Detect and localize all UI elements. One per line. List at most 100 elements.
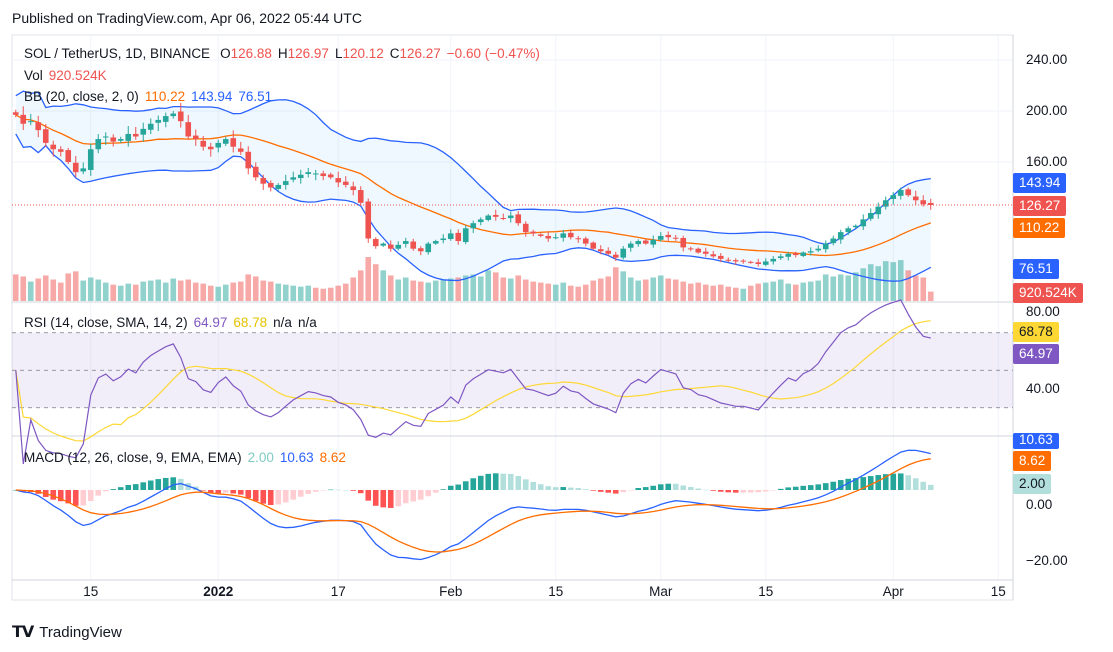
candle-body [282, 181, 289, 185]
macd-histogram-bar [567, 487, 574, 490]
macd-histogram-bar [290, 490, 297, 500]
macd-histogram-bar [912, 478, 919, 490]
macd-histogram-bar [387, 490, 394, 508]
volume-bar [537, 282, 544, 301]
volume-bar [912, 275, 919, 301]
candle-body [230, 138, 237, 147]
time-axis-label: 2022 [203, 584, 233, 599]
bb-upper-value: 143.94 [191, 89, 233, 104]
macd-histogram-bar [845, 478, 852, 490]
volume-bar [432, 280, 439, 301]
volume-bar [875, 266, 882, 301]
macd-histogram-bar [867, 476, 874, 490]
candle-body [755, 262, 762, 264]
candle-body [702, 251, 709, 254]
volume-bar [447, 278, 454, 301]
macd-histogram-bar [372, 490, 379, 506]
candle-body [267, 182, 274, 188]
macd-histogram-bar [560, 487, 567, 490]
volume-bar [365, 257, 372, 301]
time-axis-label: 15 [991, 584, 1006, 599]
macd-histogram-bar [545, 486, 552, 490]
rsi-na-1: n/a [273, 315, 292, 330]
volume-bar [582, 284, 589, 301]
volume-bar [357, 270, 364, 301]
candle-body [177, 111, 184, 122]
volume-bar [852, 272, 859, 301]
volume-bar [665, 278, 672, 301]
candle-body [620, 248, 627, 258]
vol-value: 920.524K [48, 68, 107, 83]
macd-histogram-bar [522, 479, 529, 490]
tradingview-brand[interactable]: 𝗧𝗩 TradingView [12, 622, 122, 642]
volume-bar [327, 287, 334, 301]
high-value: 126.97 [287, 46, 329, 61]
volume-bar [282, 284, 289, 301]
macd-histogram-bar [755, 490, 762, 493]
rsi-na-2: n/a [297, 315, 317, 330]
candle-body [327, 174, 334, 178]
candle-body [522, 223, 529, 233]
macd-histogram-bar [605, 490, 612, 493]
candle-body [867, 213, 874, 219]
macd-histogram-bar [590, 490, 597, 491]
volume-bar [387, 275, 394, 301]
candle-body [605, 250, 612, 254]
volume-bar [552, 284, 559, 301]
macd-histogram-bar [200, 490, 207, 491]
candle-body [575, 238, 582, 240]
volume-bar [530, 281, 537, 301]
rsi-ma-line [15, 320, 931, 442]
volume-bar [162, 282, 169, 301]
macd-histogram-bar [785, 487, 792, 490]
volume-bar [395, 279, 402, 301]
candle-body [897, 190, 904, 196]
macd-histogram-bar [155, 479, 162, 490]
volume-bar [65, 273, 72, 301]
candle-body [500, 218, 507, 220]
macd-histogram-bar [297, 490, 304, 497]
candle-body [882, 200, 889, 207]
macd-histogram-bar [162, 477, 169, 490]
rsi-legend: RSI (14, close, SMA, 14, 2) 64.97 68.78 n/a… [24, 315, 323, 330]
macd-histogram-bar [440, 489, 447, 490]
time-axis-label: Apr [883, 584, 905, 599]
candle-body [492, 214, 499, 217]
candle-body [477, 219, 484, 223]
candle-body [65, 150, 72, 162]
volume-bar [822, 274, 829, 301]
volume-bar [117, 285, 124, 301]
macd-histogram-bar [230, 490, 237, 494]
candle-body [440, 238, 447, 241]
candle-body [72, 162, 79, 173]
bb-basis-value: 110.22 [144, 89, 186, 104]
volume-bar [140, 281, 147, 301]
volume-bar [597, 278, 604, 301]
candle-body [890, 195, 897, 199]
macd-histogram-bar [747, 490, 754, 493]
candle-body [582, 238, 589, 244]
candle-body [807, 251, 814, 253]
signal-badge: 8.62 [1013, 451, 1052, 471]
high-label: H [277, 46, 288, 61]
macd-histogram-bar [830, 481, 837, 490]
macd-histogram-bar [305, 490, 312, 494]
macd-histogram-bar [395, 490, 402, 507]
macd-histogram-bar [507, 473, 514, 490]
macd-histogram-bar [50, 490, 57, 500]
bb-lower-value: 76.51 [238, 89, 273, 104]
volume-bar [297, 286, 304, 301]
candle-body [50, 144, 57, 150]
volume-bar [402, 277, 409, 301]
candle-body [665, 234, 672, 238]
volume-bar [905, 270, 912, 301]
bb-legend: BB (20, close, 2, 0) 110.22 143.94 76.51 [24, 89, 278, 104]
volume-bar [837, 274, 844, 301]
candle-body [87, 149, 94, 170]
macd-histogram-bar [87, 490, 94, 502]
candle-body [725, 259, 732, 261]
macd-histogram-bar [732, 490, 739, 493]
macd-histogram-bar [695, 488, 702, 490]
volume-bar [522, 279, 529, 301]
